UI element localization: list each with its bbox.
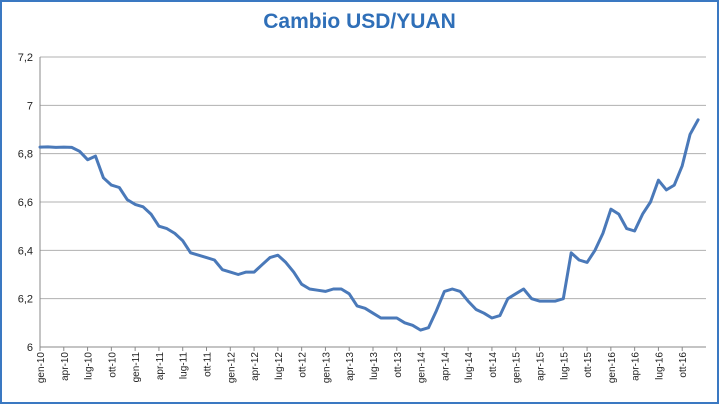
- x-tick-label: lug-10: [84, 352, 95, 380]
- x-tick-label: gen-14: [417, 352, 428, 384]
- y-tick-label: 6,2: [18, 294, 33, 306]
- x-tick-label: ott-14: [488, 352, 499, 378]
- x-tick-label: apr-12: [250, 352, 261, 381]
- x-tick-label: apr-16: [631, 352, 642, 381]
- y-tick-label: 7,2: [18, 52, 33, 64]
- y-tick-label: 6,6: [18, 197, 33, 209]
- series-line: [38, 118, 700, 332]
- y-tick-label: 6,8: [18, 149, 33, 161]
- x-tick-label: lug-11: [179, 352, 190, 379]
- x-tick-label: gen-15: [512, 352, 523, 384]
- x-tick-label: lug-13: [369, 352, 380, 380]
- y-tick-label: 6,4: [18, 245, 33, 257]
- x-tick-label: apr-14: [440, 352, 451, 381]
- x-tick-label: ott-16: [678, 352, 689, 378]
- x-tick-label: lug-12: [274, 352, 285, 380]
- y-tick-label: 6: [27, 342, 33, 354]
- x-tick-label: gen-12: [226, 352, 237, 384]
- x-tick-label: gen-10: [36, 352, 47, 384]
- x-tick-label: lug-16: [654, 352, 665, 380]
- x-tick-label: ott-11: [203, 352, 214, 377]
- x-tick-label: ott-15: [583, 352, 594, 378]
- x-tick-label: gen-16: [607, 352, 618, 384]
- x-tick-label: lug-15: [559, 352, 570, 380]
- x-tick-label: lug-14: [464, 352, 475, 380]
- x-tick-label: ott-10: [107, 352, 118, 378]
- x-tick-label: ott-13: [393, 352, 404, 378]
- chart-title: Cambio USD/YUAN: [263, 10, 456, 33]
- x-tick-label: ott-12: [298, 352, 309, 378]
- x-tick-label: apr-11: [155, 352, 166, 381]
- x-tick-label: apr-10: [60, 352, 71, 381]
- y-tick-label: 7: [27, 100, 33, 112]
- x-tick-label: apr-15: [536, 352, 547, 381]
- x-tick-label: gen-13: [321, 352, 332, 384]
- x-tick-label: gen-11: [131, 352, 142, 383]
- x-tick-label: apr-13: [345, 352, 356, 381]
